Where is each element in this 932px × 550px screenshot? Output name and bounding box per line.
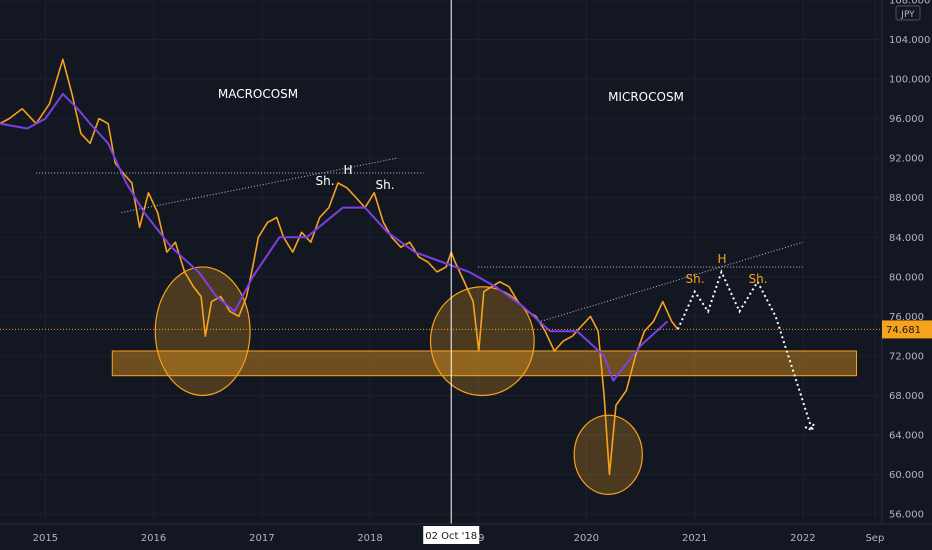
- annotation-layer-front: [36, 157, 816, 432]
- current-price-value: 74.681: [886, 325, 921, 336]
- price-series-line: [0, 58, 679, 476]
- y-tick-label: 84.000: [889, 233, 924, 244]
- annotation-layer-back: [111, 266, 858, 495]
- y-tick-label: 76.000: [889, 312, 924, 323]
- price-axis[interactable]: 56.000 60.000 64.000 68.000 72.000 76.000 80.0…: [881, 0, 932, 524]
- x-tick-label: 2021: [682, 533, 707, 544]
- macro-left-shoulder-label: Sh.: [315, 174, 334, 188]
- x-tick-label: 2020: [574, 533, 599, 544]
- micro-left-shoulder-label: Sh.: [685, 272, 704, 286]
- y-tick-label: 80.000: [889, 272, 924, 283]
- price-axis-background: [882, 0, 932, 524]
- projection-path: [676, 269, 814, 431]
- macro-head-label: H: [343, 163, 352, 177]
- micro-head-label: H: [717, 252, 726, 266]
- y-tick-label: 64.000: [889, 431, 924, 442]
- y-tick-label: 100.000: [889, 75, 930, 86]
- crosshair-date-value: 02 Oct '18: [425, 531, 477, 542]
- y-tick-label: 72.000: [889, 351, 924, 362]
- currency-badge: JPY: [895, 5, 921, 21]
- crosshair-time-label: 02 Oct '18: [423, 526, 480, 544]
- highlight-circle: [429, 286, 535, 397]
- currency-badge-text: JPY: [900, 10, 915, 20]
- x-tick-label: 2017: [249, 533, 274, 544]
- y-tick-label: 56.000: [889, 510, 924, 521]
- y-tick-label: 104.000: [889, 35, 930, 46]
- moving-average-line: [0, 92, 669, 382]
- current-price-tag: 74.681: [882, 320, 932, 339]
- support-zone: [111, 350, 858, 377]
- x-tick-label: 2018: [357, 533, 382, 544]
- micro-right-shoulder-label: Sh.: [748, 272, 767, 286]
- macrocosm-label: MACROCOSM: [218, 87, 298, 101]
- projection-arrowhead: [804, 421, 816, 432]
- x-tick-label: 2015: [33, 533, 58, 544]
- macro-right-shoulder-label: Sh.: [375, 178, 394, 192]
- microcosm-label: MICROCOSM: [608, 90, 684, 104]
- series-layer: [0, 58, 679, 476]
- x-tick-label: Sep: [865, 533, 884, 544]
- y-tick-label: 68.000: [889, 391, 924, 402]
- y-tick-label: 92.000: [889, 154, 924, 165]
- x-tick-label: 2016: [141, 533, 166, 544]
- y-tick-label: 60.000: [889, 470, 924, 481]
- y-tick-label: 96.000: [889, 114, 924, 125]
- highlight-circle: [154, 266, 251, 397]
- grid: [0, 0, 882, 524]
- y-tick-label: 108.000: [889, 0, 930, 7]
- x-tick-label: 2022: [790, 533, 815, 544]
- trend-line: [540, 241, 804, 322]
- y-tick-label: 88.000: [889, 193, 924, 204]
